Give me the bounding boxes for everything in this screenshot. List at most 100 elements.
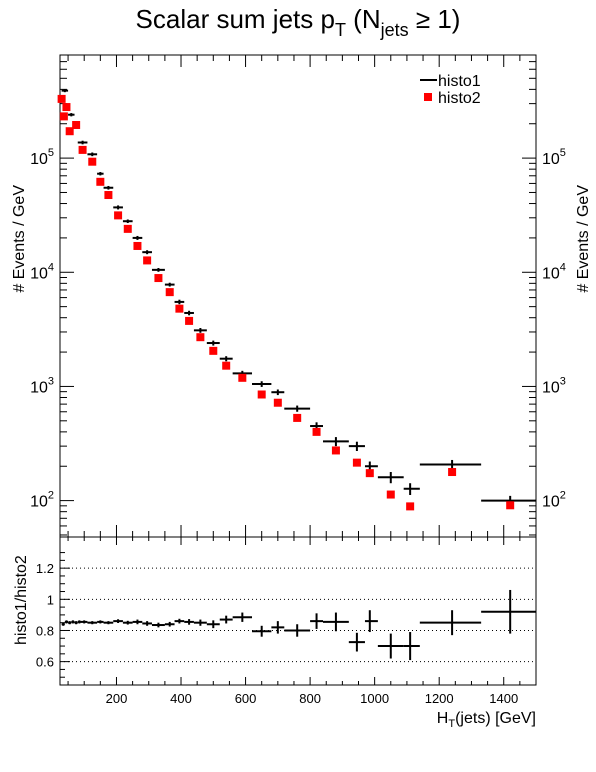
histo2-marker	[209, 346, 218, 355]
main-y-axis-label-right: # Events / GeV	[575, 185, 592, 293]
ratio-y-tick-label: 1	[47, 592, 54, 607]
legend: histo1 histo2	[420, 73, 481, 107]
ratio-point	[310, 613, 324, 629]
ratio-point	[151, 622, 165, 628]
chart-title: Scalar sum jets pT (Njets ≥ 1)	[136, 4, 461, 40]
x-tick-label: 1000	[360, 691, 389, 706]
histo2-marker	[133, 241, 142, 250]
ratio-point	[113, 619, 123, 623]
ratio-y-tick-label: 1.2	[36, 561, 54, 576]
ratio-point	[481, 589, 536, 634]
histo1-point	[97, 172, 104, 176]
ratio-point	[206, 620, 220, 629]
ratio-point	[103, 621, 114, 625]
ratio-point	[232, 612, 253, 622]
histo2-marker	[72, 120, 81, 129]
ratio-point	[74, 621, 78, 625]
histo2-marker	[273, 398, 282, 407]
histo1-point	[103, 185, 114, 190]
histo2-marker	[104, 191, 113, 200]
ratio-point	[252, 625, 272, 637]
main-y-tick-label-left: 104	[30, 261, 54, 282]
main-y-tick-label-left: 102	[30, 490, 54, 511]
x-axis-label: HT(jets) [GeV]	[437, 710, 536, 730]
histo1-point	[403, 483, 420, 495]
histo2-marker	[386, 490, 395, 499]
main-y-tick-label-left: 105	[30, 147, 54, 168]
histo2-marker	[123, 224, 132, 233]
histo2-marker	[65, 127, 74, 136]
histo2-marker	[222, 361, 231, 370]
main-y-tick-label-right: 103	[542, 375, 566, 396]
histo2-marker	[185, 316, 194, 325]
ratio-point	[403, 632, 420, 661]
main-y-tick-label-right: 104	[542, 261, 566, 282]
histo2-marker	[196, 333, 205, 342]
main-y-axis-label-left: # Events / GeV	[11, 185, 28, 293]
ratio-point	[377, 633, 404, 659]
histo1-point	[87, 152, 98, 157]
ratio-point	[71, 620, 75, 624]
histo2-marker	[331, 446, 340, 455]
main-plot-series	[57, 89, 536, 511]
histo2-marker	[506, 501, 515, 510]
histo2-marker	[175, 304, 184, 313]
histo2-marker	[57, 94, 66, 103]
ratio-point	[164, 621, 175, 627]
histo1-point	[193, 327, 207, 333]
x-tick-label: 200	[106, 691, 128, 706]
histo1-point	[348, 441, 365, 451]
histo2-marker	[293, 413, 302, 422]
ratio-point	[184, 619, 194, 625]
main-y-tick-label-left: 103	[30, 375, 54, 396]
histo1-point	[174, 299, 185, 305]
ratio-point	[97, 620, 104, 624]
histo2-marker	[406, 502, 415, 511]
histo2-marker	[96, 177, 105, 186]
ratio-plot-series	[61, 589, 536, 661]
ratio-point	[323, 612, 349, 632]
histo1-point	[151, 267, 165, 272]
ratio-point	[80, 620, 88, 624]
main-plot-axes: 102 102 103 103 104 104 105 105	[30, 54, 566, 537]
histo2-marker	[88, 157, 97, 166]
histo2-marker	[62, 103, 71, 112]
histo2-marker	[154, 274, 163, 283]
ratio-y-tick-label: 0.6	[36, 655, 54, 670]
ratio-point	[64, 620, 69, 624]
ratio-point	[132, 619, 143, 625]
legend-histo1-label: histo1	[438, 73, 481, 90]
ratio-point	[142, 621, 152, 626]
histo1-point	[142, 250, 152, 255]
histo1-point	[284, 405, 311, 412]
ratio-y-tick-label: 0.8	[36, 623, 54, 638]
ratio-point	[61, 622, 65, 626]
histo1-point	[377, 472, 404, 484]
histo1-point	[206, 340, 220, 346]
histo2-marker	[78, 145, 87, 154]
x-tick-label: 800	[299, 691, 321, 706]
histo1-point	[219, 356, 233, 362]
histo2-marker	[365, 469, 374, 478]
histo1-point	[113, 205, 123, 210]
ratio-point	[68, 621, 72, 625]
ratio-point	[419, 610, 482, 636]
histo2-marker	[257, 390, 266, 399]
histo1-point	[132, 235, 143, 240]
histo1-point	[252, 381, 272, 387]
histo2-marker	[143, 256, 152, 265]
main-y-tick-label-right: 105	[542, 147, 566, 168]
ratio-point	[284, 624, 311, 637]
histo2-marker	[114, 211, 123, 220]
legend-histo2-label: histo2	[438, 90, 481, 107]
histo2-marker	[238, 373, 247, 382]
histo2-marker	[312, 427, 321, 436]
x-tick-label: 1200	[425, 691, 454, 706]
legend-histo2-marker	[424, 93, 432, 101]
ratio-point	[219, 615, 233, 624]
ratio-point	[193, 619, 207, 626]
main-y-tick-label-right: 102	[542, 490, 566, 511]
histo1-point	[323, 437, 349, 447]
x-tick-label: 600	[235, 691, 257, 706]
